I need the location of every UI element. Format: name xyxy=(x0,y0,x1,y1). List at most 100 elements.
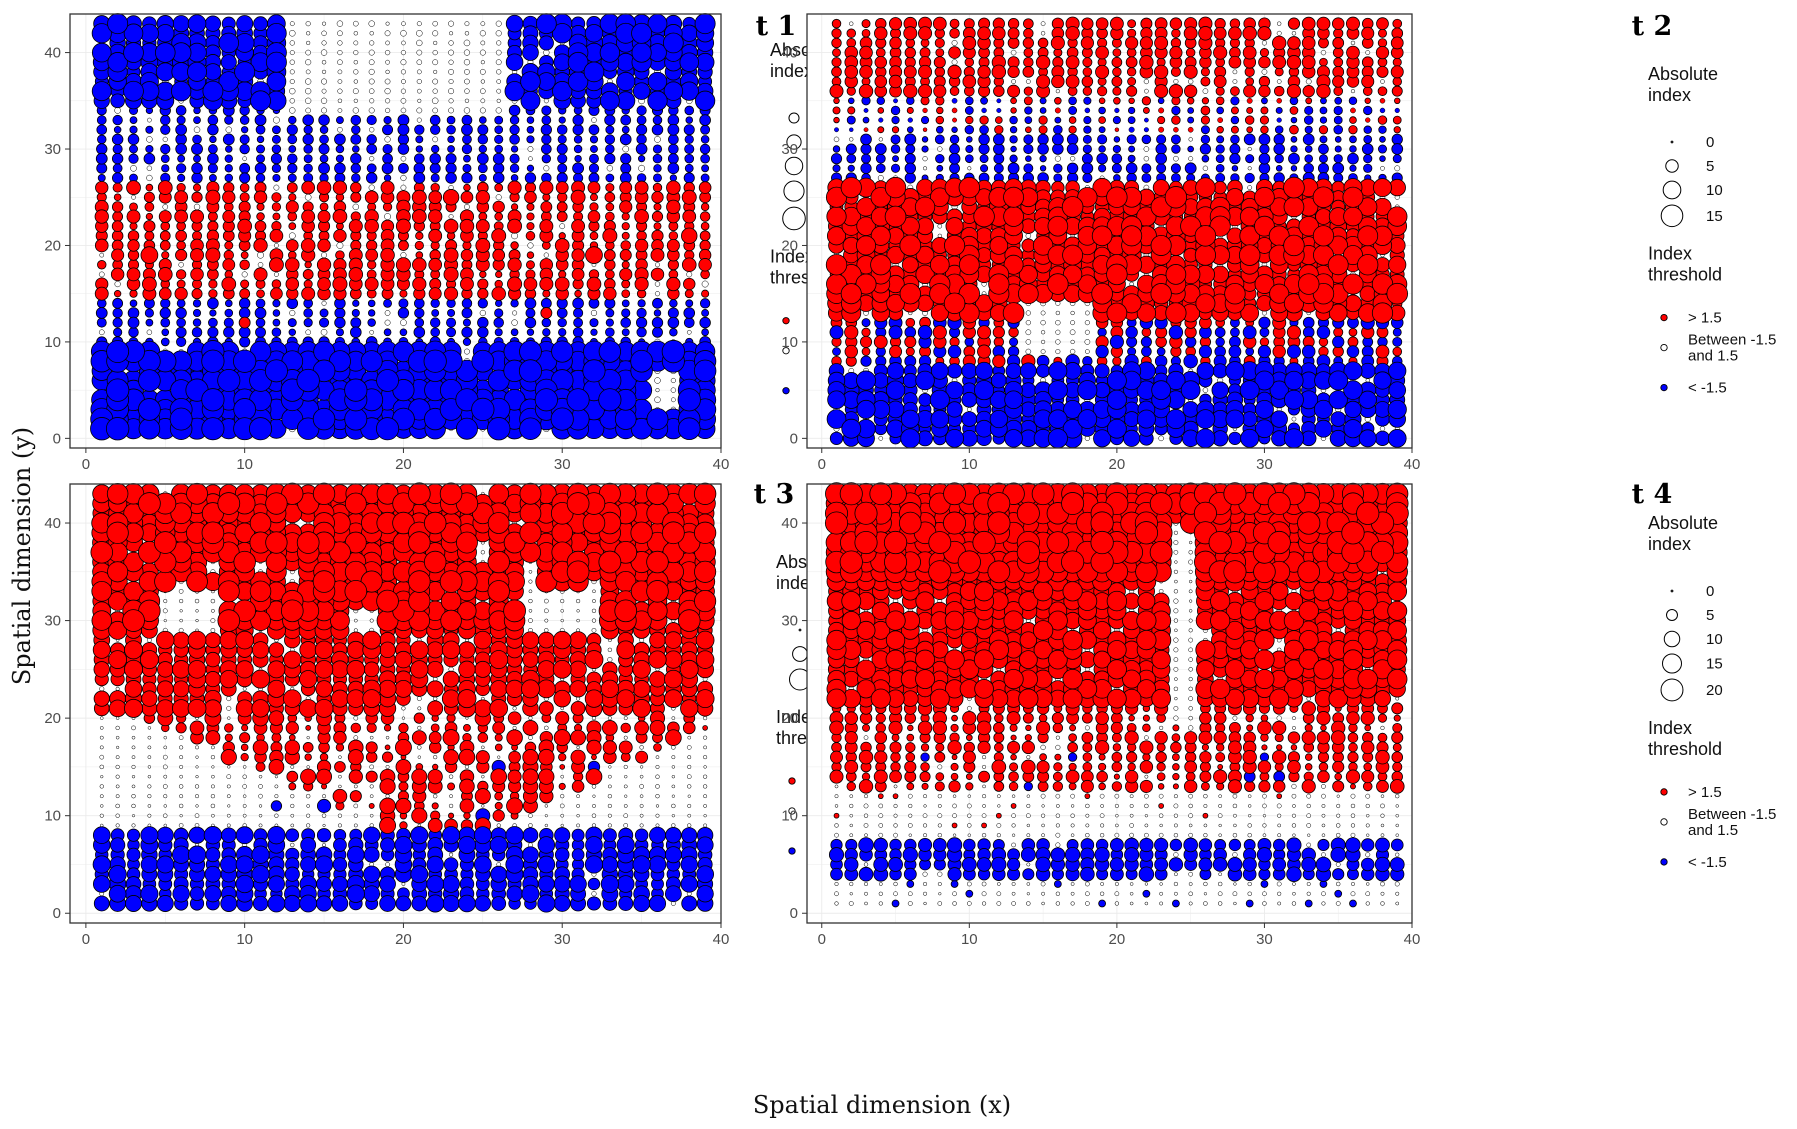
data-point xyxy=(699,230,711,242)
data-point xyxy=(258,804,263,808)
data-point xyxy=(397,133,410,145)
data-point xyxy=(410,660,429,679)
data-point xyxy=(988,273,1010,295)
data-point xyxy=(131,793,136,799)
y-tick-label: 40 xyxy=(44,45,61,62)
data-point xyxy=(162,608,168,614)
data-point xyxy=(634,720,649,736)
data-point xyxy=(302,742,314,753)
data-point xyxy=(302,269,314,280)
data-point xyxy=(383,174,392,182)
data-point xyxy=(831,18,842,29)
data-point xyxy=(463,183,471,192)
data-point xyxy=(862,116,870,124)
data-point xyxy=(1127,19,1137,29)
data-point xyxy=(1390,65,1404,79)
data-point xyxy=(524,190,537,204)
data-point xyxy=(175,133,187,146)
data-point xyxy=(207,152,219,165)
data-point xyxy=(695,650,715,669)
size-legend-label: 0 xyxy=(1706,134,1714,151)
data-point xyxy=(554,847,570,862)
data-point xyxy=(494,743,503,752)
data-point xyxy=(1020,382,1037,398)
data-point xyxy=(449,31,454,36)
data-point xyxy=(935,96,945,106)
data-point xyxy=(369,156,375,162)
data-point xyxy=(1357,254,1379,276)
data-point xyxy=(1187,145,1194,153)
data-point xyxy=(1259,143,1270,155)
data-point xyxy=(353,803,359,809)
data-point xyxy=(1025,339,1032,345)
data-point xyxy=(289,21,295,27)
data-point xyxy=(1061,196,1084,218)
data-point xyxy=(506,797,524,815)
data-point xyxy=(1004,429,1023,448)
data-point xyxy=(540,124,552,136)
data-point xyxy=(653,173,662,183)
data-point xyxy=(242,813,247,818)
data-point xyxy=(948,46,961,59)
data-point xyxy=(1349,135,1357,144)
data-point xyxy=(255,317,266,328)
data-point xyxy=(300,238,316,253)
data-point xyxy=(316,876,332,892)
data-point xyxy=(124,659,143,679)
data-point xyxy=(859,65,873,79)
data-point xyxy=(1022,37,1034,49)
data-point xyxy=(507,769,522,784)
color-legend-key xyxy=(782,317,790,325)
data-point xyxy=(1379,98,1386,104)
data-point xyxy=(1361,75,1375,89)
data-point xyxy=(1302,133,1315,146)
data-point xyxy=(649,826,666,844)
data-point xyxy=(224,115,234,125)
data-point xyxy=(874,75,888,88)
data-point xyxy=(364,218,379,234)
data-point xyxy=(918,64,933,79)
data-point xyxy=(528,618,533,624)
data-point xyxy=(1095,344,1109,359)
data-point xyxy=(1342,186,1364,208)
data-point xyxy=(655,784,660,789)
data-point xyxy=(126,209,141,224)
data-point xyxy=(573,144,583,154)
data-point xyxy=(220,855,238,874)
data-point xyxy=(901,256,919,274)
data-point xyxy=(411,768,428,785)
data-point xyxy=(1068,106,1078,115)
data-point xyxy=(395,218,411,234)
data-point xyxy=(494,115,504,125)
data-point xyxy=(315,895,333,912)
data-point xyxy=(829,325,844,340)
data-point xyxy=(1350,89,1356,94)
data-point xyxy=(652,297,663,309)
data-point xyxy=(99,813,104,818)
data-point xyxy=(288,734,296,741)
data-point xyxy=(528,570,533,574)
data-point xyxy=(336,242,344,249)
data-point xyxy=(337,108,343,113)
data-point xyxy=(239,182,250,193)
data-point xyxy=(1333,57,1344,68)
data-point xyxy=(147,745,152,750)
data-point xyxy=(991,64,1007,80)
data-point xyxy=(663,81,684,101)
data-point xyxy=(1154,35,1169,50)
data-point xyxy=(699,211,711,222)
data-point xyxy=(875,47,886,58)
data-point xyxy=(446,115,456,125)
data-point xyxy=(571,848,585,862)
data-point xyxy=(685,299,694,308)
data-point xyxy=(379,895,396,912)
data-point xyxy=(668,134,679,145)
data-point xyxy=(379,641,396,659)
data-point xyxy=(677,388,701,412)
data-point xyxy=(1169,46,1183,60)
data-point xyxy=(632,699,651,718)
data-point xyxy=(540,200,553,213)
data-point xyxy=(1157,116,1166,125)
data-point xyxy=(1232,79,1238,84)
data-point xyxy=(432,30,439,37)
